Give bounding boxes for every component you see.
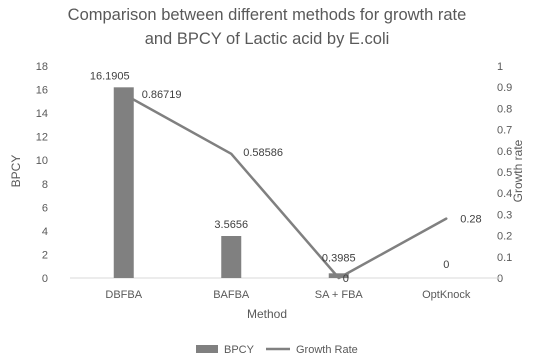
growth-rate-data-label: 0.28 [460,214,481,226]
left-axis-tick-label: 8 [42,179,48,191]
growth-rate-line-layer [122,92,448,280]
bpcy-bar [113,87,134,278]
legend-growth-rate-label: Growth Rate [296,344,358,356]
bpcy-bar [328,273,349,278]
left-axis-tick-label: 2 [42,249,48,261]
bpcy-data-labels: 16.1905 3.5656 0.3985 0 [90,70,449,271]
chart-title-line-1: Comparison between different methods for… [68,6,467,24]
right-axis-tick-label: 0.8 [497,103,512,115]
left-axis-tick-label: 10 [36,155,48,167]
growth-rate-data-label: 0.58586 [243,147,283,159]
legend-bpcy-label: BPCY [224,344,255,356]
left-axis-tick-label: 4 [42,226,48,238]
growth-rate-data-label: 0.86719 [142,89,182,101]
bpcy-data-label: 3.5656 [214,219,248,231]
bpcy-data-label: 0 [443,259,449,271]
bpcy-bar [221,236,242,278]
right-axis-tick-label: 0.3 [497,209,512,221]
right-axis-ticks: 0 0.1 0.2 0.3 0.4 0.5 0.6 0.7 0.8 0.9 1 [497,61,512,285]
growth-rate-line [122,92,448,280]
legend-bpcy-swatch [196,345,218,353]
bpcy-data-label: 16.1905 [90,70,130,82]
right-axis-tick-label: 0.5 [497,167,512,179]
chart-title-line-2: and BPCY of Lactic acid by E.coli [145,30,390,48]
x-axis-ticks: DBFBA BAFBA SA + FBA OptKnock [105,289,470,301]
right-axis-tick-label: 0 [497,273,503,285]
left-axis-tick-label: 18 [36,61,48,73]
bpcy-bars [113,87,349,278]
left-axis-tick-label: 12 [36,132,48,144]
left-axis-title: BPCY [9,155,23,188]
right-axis-title: Growth rate [511,139,525,202]
right-axis-tick-label: 0.2 [497,231,512,243]
left-axis-tick-label: 14 [36,108,48,120]
growth-rate-data-label: 0 [343,273,349,285]
left-axis-tick-label: 16 [36,85,48,97]
growth-rate-data-labels: 0.86719 0.58586 0 0.28 [142,89,482,285]
x-axis-category-label: DBFBA [105,289,142,301]
right-axis-tick-label: 0.6 [497,146,512,158]
x-axis-category-label: SA + FBA [315,289,364,301]
legend: BPCY Growth Rate [196,344,358,356]
left-axis-tick-label: 6 [42,202,48,214]
x-axis-category-label: BAFBA [213,289,250,301]
x-axis-category-label: OptKnock [422,289,471,301]
left-axis-tick-label: 0 [42,273,48,285]
x-axis-title: Method [247,307,287,321]
right-axis-tick-label: 0.4 [497,188,512,200]
right-axis-tick-label: 1 [497,61,503,73]
right-axis-tick-label: 0.9 [497,82,512,94]
bpcy-data-label: 0.3985 [322,252,356,264]
left-axis-ticks: 0 2 4 6 8 10 12 14 16 18 [36,61,48,285]
right-axis-tick-label: 0.7 [497,125,512,137]
right-axis-tick-label: 0.1 [497,252,512,264]
